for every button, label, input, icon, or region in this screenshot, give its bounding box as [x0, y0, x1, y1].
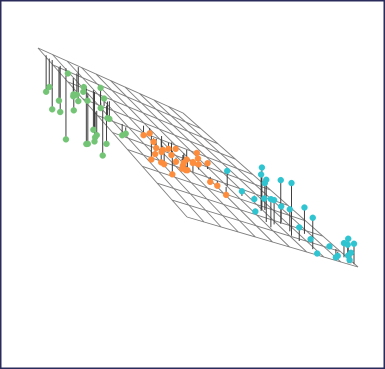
plane-gridline-y — [182, 112, 359, 268]
data-point-series-3 — [224, 167, 231, 175]
data-point-series-2 — [172, 158, 180, 165]
data-point-series-1 — [97, 104, 104, 112]
data-point-series-2 — [151, 150, 159, 158]
data-point-series-3 — [326, 243, 333, 250]
data-point-series-2 — [194, 155, 202, 162]
data-point-series-3 — [261, 179, 269, 187]
data-point-series-3 — [346, 256, 353, 264]
data-point-series-1 — [49, 106, 56, 113]
data-point-series-2 — [222, 191, 230, 199]
data-point-series-2 — [193, 149, 200, 157]
data-point-series-3 — [258, 164, 266, 171]
data-point-series-2 — [169, 171, 176, 178]
data-point-series-1 — [91, 138, 98, 145]
data-point-series-2 — [172, 145, 179, 153]
plane-gridline-y — [95, 73, 256, 238]
data-point-series-3 — [257, 171, 265, 178]
data-point-series-2 — [148, 156, 155, 163]
data-point-series-1 — [55, 97, 63, 104]
data-point-series-3 — [270, 196, 278, 204]
data-point-series-3 — [238, 188, 246, 195]
data-point-series-2 — [168, 151, 175, 159]
data-point-series-3 — [252, 208, 259, 215]
data-point-series-3 — [286, 206, 294, 213]
data-point-series-1 — [73, 91, 81, 98]
data-point-series-3 — [260, 195, 268, 202]
data-point-series-3 — [309, 214, 316, 221]
data-point-series-1 — [80, 88, 87, 96]
data-point-series-2 — [183, 156, 190, 163]
data-point-series-3 — [301, 204, 308, 211]
plane-gridline-y — [168, 106, 342, 263]
data-point-series-1 — [75, 97, 82, 105]
data-point-series-3 — [288, 179, 295, 187]
data-point-series-2 — [184, 166, 191, 174]
data-point-series-1 — [103, 140, 110, 148]
data-point-series-2 — [204, 160, 211, 167]
data-point-series-3 — [350, 240, 358, 247]
plane-gridline-y — [52, 54, 205, 223]
data-point-series-2 — [189, 158, 197, 166]
data-point-series-2 — [207, 178, 214, 186]
data-point-series-3 — [332, 254, 340, 261]
data-point-series-2 — [150, 138, 157, 146]
data-point-series-3 — [251, 195, 258, 203]
data-point-series-2 — [195, 161, 202, 168]
data-point-series-1 — [100, 95, 108, 102]
data-point-series-3 — [296, 224, 303, 231]
data-point-series-3 — [345, 235, 352, 242]
data-point-series-1 — [64, 70, 72, 77]
data-point-series-1 — [46, 83, 53, 91]
data-point-series-2 — [153, 144, 160, 152]
data-point-series-2 — [158, 159, 165, 166]
data-point-series-3 — [344, 241, 351, 248]
data-point-series-1 — [122, 130, 129, 137]
data-point-series-3 — [277, 176, 284, 184]
plane-gridline-y — [66, 60, 222, 228]
data-point-series-3 — [313, 250, 321, 257]
data-point-series-3 — [278, 203, 285, 210]
data-point-series-2 — [140, 131, 147, 139]
data-point-series-1 — [84, 97, 91, 104]
data-point-series-1 — [90, 126, 97, 133]
data-points — [42, 70, 358, 264]
plane-gridline-y — [37, 47, 188, 218]
data-point-series-1 — [70, 107, 77, 114]
data-point-series-2 — [165, 145, 172, 153]
data-point-series-1 — [83, 140, 90, 148]
data-point-series-1 — [57, 108, 64, 116]
data-point-series-2 — [158, 148, 165, 156]
data-point-series-1 — [42, 88, 50, 95]
data-point-series-1 — [99, 152, 106, 159]
data-point-series-1 — [97, 84, 104, 92]
plane-gridline-y — [139, 93, 308, 253]
data-point-series-2 — [146, 130, 153, 137]
data-point-series-2 — [214, 182, 221, 189]
data-point-series-1 — [93, 131, 100, 139]
data-point-series-3 — [347, 249, 355, 257]
data-point-series-1 — [62, 136, 70, 143]
data-point-series-1 — [106, 115, 113, 123]
data-point-series-3 — [307, 235, 314, 243]
plane-gridline-y — [153, 99, 325, 258]
